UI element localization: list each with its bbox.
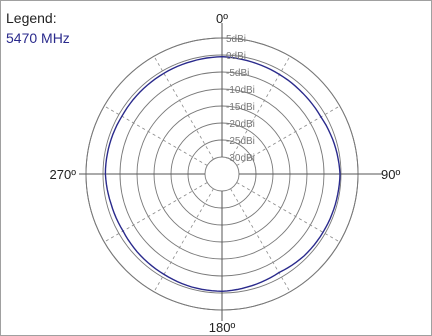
radial-tick-label: -15dBi <box>226 102 255 113</box>
grid-spoke <box>236 182 340 243</box>
legend-title: Legend: <box>6 10 57 26</box>
radial-tick-label: -20dBi <box>226 119 255 130</box>
grid-spoke <box>153 188 214 292</box>
radial-tick-label: -5dBi <box>226 68 249 79</box>
polar-grid <box>79 23 383 321</box>
legend-entry: 5470 MHz <box>6 30 70 46</box>
grid-spoke <box>236 105 340 166</box>
radial-tick-label: 0dBi <box>226 51 246 62</box>
label-layer: 5dBi 0dBi -5dBi -10dBi -15dBi -20dBi -25dBi -30… <box>50 11 401 335</box>
radial-tick-label: -30dBi <box>226 153 255 164</box>
radial-tick-label: -25dBi <box>226 136 255 147</box>
angle-label: 0º <box>216 11 228 26</box>
grid-spoke <box>104 105 208 166</box>
grid-spoke <box>153 56 214 160</box>
angle-label: 180º <box>209 320 236 335</box>
grid-spoke <box>230 188 291 292</box>
series-line <box>104 55 341 293</box>
radial-tick-label: 5dBi <box>226 34 246 45</box>
series-layer <box>104 55 341 293</box>
grid-spoke <box>230 56 291 160</box>
radial-tick-label: -10dBi <box>226 85 255 96</box>
angle-label: 270º <box>50 167 77 182</box>
grid-spoke <box>104 182 208 243</box>
angle-label: 90º <box>381 167 400 182</box>
